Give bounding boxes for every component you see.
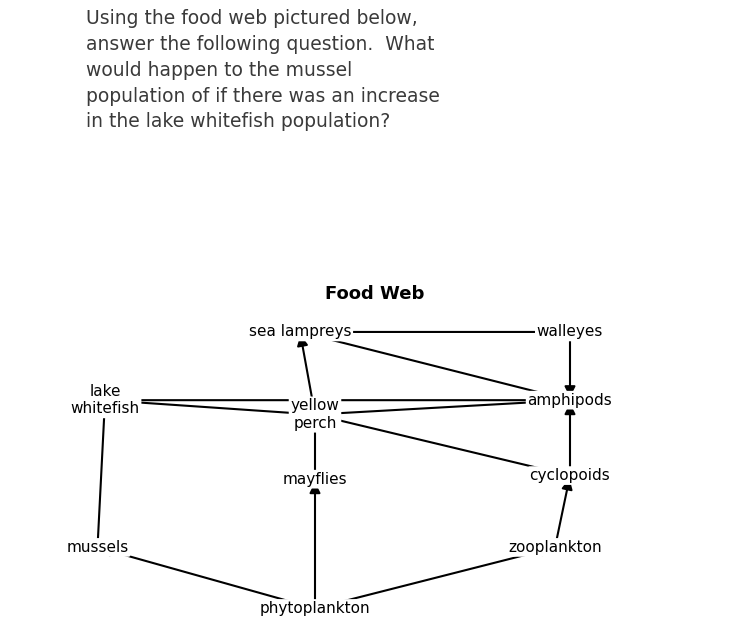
- Text: yellow
perch: yellow perch: [290, 398, 340, 431]
- Text: amphipods: amphipods: [528, 392, 612, 408]
- Text: sea lampreys: sea lampreys: [249, 324, 351, 340]
- Text: lake
whitefish: lake whitefish: [70, 384, 140, 416]
- Text: cyclopoids: cyclopoids: [530, 468, 610, 483]
- Text: Food Web: Food Web: [326, 285, 424, 303]
- Text: Using the food web pictured below,
answer the following question.  What
would ha: Using the food web pictured below, answe…: [86, 9, 440, 132]
- Text: mayflies: mayflies: [283, 472, 347, 487]
- Text: mussels: mussels: [66, 540, 129, 555]
- Text: walleyes: walleyes: [537, 324, 603, 340]
- Text: zooplankton: zooplankton: [509, 540, 602, 555]
- Text: phytoplankton: phytoplankton: [260, 601, 370, 616]
